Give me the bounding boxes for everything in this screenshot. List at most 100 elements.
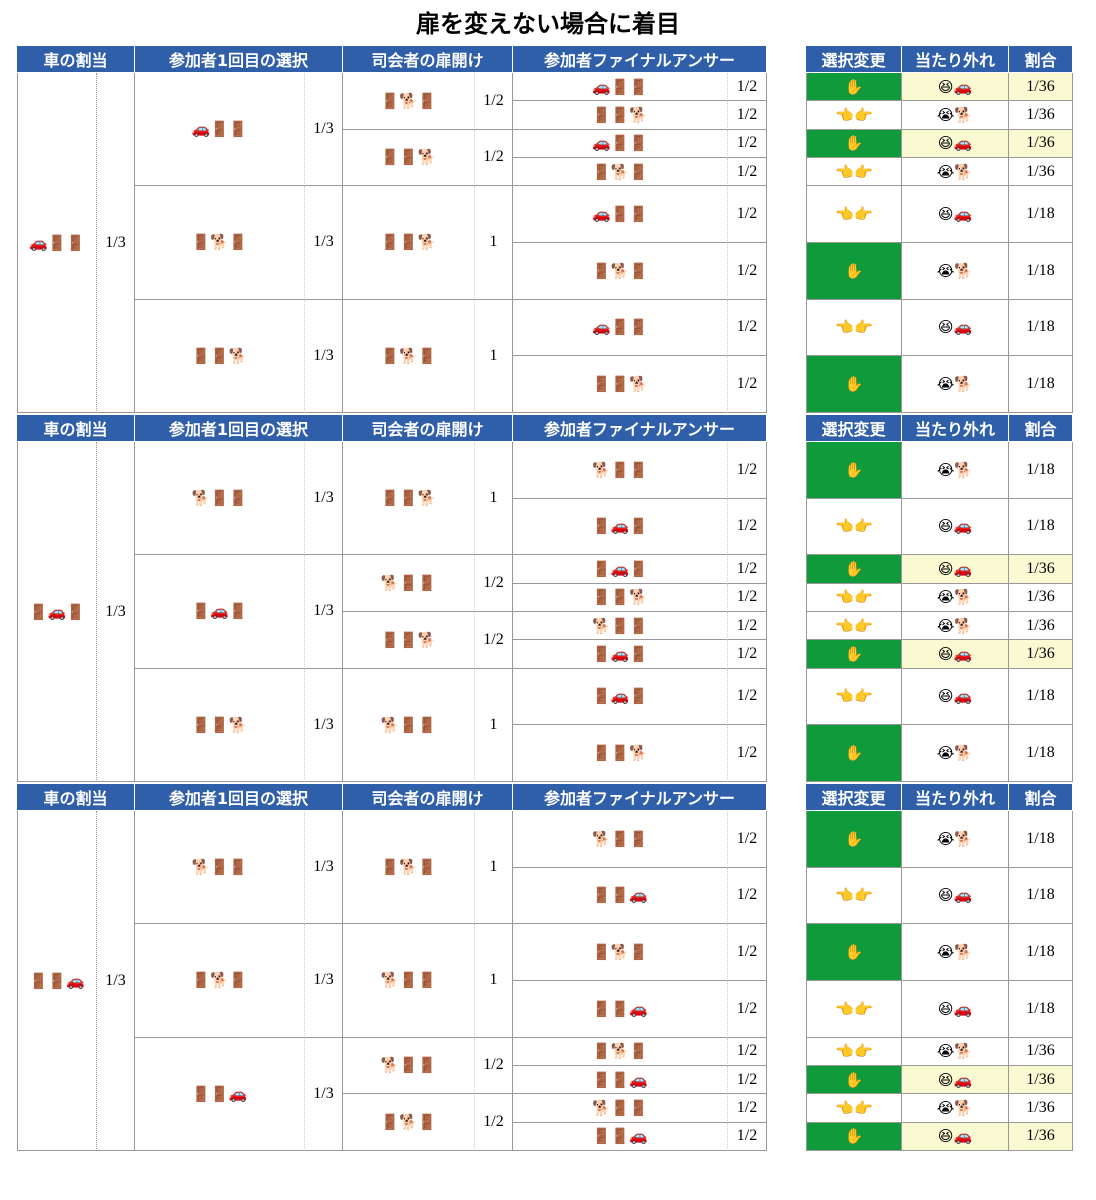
change: ✋ bbox=[806, 1122, 902, 1151]
first-choice: 🐕🚪🚪 bbox=[135, 442, 305, 556]
host-open: 🐕🚪🚪 bbox=[343, 555, 475, 612]
result: 😭🐕 bbox=[902, 243, 1009, 300]
probability: 1/2 bbox=[475, 1037, 513, 1095]
probability: 1/2 bbox=[728, 640, 767, 669]
final-answer: 🚪🚪🐕 bbox=[513, 101, 728, 130]
change: ✋ bbox=[806, 811, 902, 868]
probability: 1/2 bbox=[728, 73, 767, 102]
ratio: 1/36 bbox=[1009, 1037, 1073, 1066]
final-answer: 🚗🚪🚪 bbox=[513, 73, 728, 102]
first-choice: 🚪🚪🐕 bbox=[135, 668, 305, 782]
final-answer: 🚪🚗🚪 bbox=[513, 555, 728, 584]
probability: 1/2 bbox=[728, 811, 767, 868]
change: 👈👉 bbox=[806, 583, 902, 612]
result: 😭🐕 bbox=[902, 1037, 1009, 1066]
probability: 1 bbox=[475, 442, 513, 556]
probability: 1/2 bbox=[728, 725, 767, 782]
header-cell: 参加者ファイナルアンサー bbox=[513, 784, 767, 811]
result: 😆🚗 bbox=[902, 129, 1009, 158]
probability: 1/3 bbox=[97, 73, 135, 413]
result: 😭🐕 bbox=[902, 725, 1009, 782]
probability: 1/2 bbox=[728, 867, 767, 925]
probability: 1 bbox=[475, 186, 513, 300]
probability: 1/2 bbox=[728, 243, 767, 300]
change: ✋ bbox=[806, 73, 902, 102]
final-answer: 🚪🚪🐕 bbox=[513, 725, 728, 782]
probability: 1/2 bbox=[728, 668, 767, 726]
first-choice: 🚪🚪🐕 bbox=[135, 299, 305, 413]
final-answer: 🐕🚪🚪 bbox=[513, 811, 728, 868]
first-choice: 🚪🐕🚪 bbox=[135, 186, 305, 300]
change: 👈👉 bbox=[806, 1037, 902, 1066]
host-open: 🚪🐕🚪 bbox=[343, 811, 475, 925]
final-answer: 🚪🚪🐕 bbox=[513, 356, 728, 413]
probability: 1/3 bbox=[97, 442, 135, 782]
header-cell: 参加者1回目の選択 bbox=[135, 415, 343, 442]
probability: 1/3 bbox=[305, 442, 343, 556]
ratio: 1/18 bbox=[1009, 668, 1073, 726]
final-answer: 🚪🚪🚗 bbox=[513, 867, 728, 925]
probability: 1/3 bbox=[305, 924, 343, 1038]
final-answer: 🚗🚪🚪 bbox=[513, 186, 728, 243]
ratio: 1/18 bbox=[1009, 299, 1073, 357]
ratio: 1/18 bbox=[1009, 356, 1073, 413]
probability: 1 bbox=[475, 811, 513, 925]
change: ✋ bbox=[806, 442, 902, 499]
ratio: 1/18 bbox=[1009, 498, 1073, 556]
probability: 1/2 bbox=[475, 1094, 513, 1151]
result: 😆🚗 bbox=[902, 186, 1009, 243]
ratio: 1/18 bbox=[1009, 924, 1073, 981]
placement: 🚪🚗🚪 bbox=[17, 442, 97, 782]
header-cell: 参加者ファイナルアンサー bbox=[513, 46, 767, 73]
probability: 1/3 bbox=[97, 811, 135, 1151]
header-cell: 参加者1回目の選択 bbox=[135, 46, 343, 73]
ratio: 1/18 bbox=[1009, 186, 1073, 243]
result: 😭🐕 bbox=[902, 924, 1009, 981]
host-open: 🚪🚪🐕 bbox=[343, 612, 475, 669]
final-answer: 🐕🚪🚪 bbox=[513, 442, 728, 499]
header-cell: 司会者の扉開け bbox=[343, 46, 513, 73]
result: 😆🚗 bbox=[902, 640, 1009, 669]
result: 😆🚗 bbox=[902, 498, 1009, 556]
probability: 1/2 bbox=[475, 73, 513, 130]
result: 😆🚗 bbox=[902, 1066, 1009, 1095]
change: 👈👉 bbox=[806, 867, 902, 925]
title: 扉を変えない場合に着目 bbox=[416, 10, 680, 38]
probability: 1/3 bbox=[305, 555, 343, 669]
probability: 1/2 bbox=[728, 1094, 767, 1123]
first-choice: 🚪🐕🚪 bbox=[135, 924, 305, 1038]
change: 👈👉 bbox=[806, 612, 902, 641]
probability: 1/2 bbox=[475, 555, 513, 612]
header-cell: 車の割当 bbox=[17, 784, 135, 811]
ratio: 1/36 bbox=[1009, 1122, 1073, 1151]
host-open: 🐕🚪🚪 bbox=[343, 1037, 475, 1095]
change: 👈👉 bbox=[806, 668, 902, 726]
header-cell: 参加者ファイナルアンサー bbox=[513, 415, 767, 442]
header-cell: 当たり外れ bbox=[902, 46, 1009, 73]
host-open: 🚪🐕🚪 bbox=[343, 299, 475, 413]
result: 😆🚗 bbox=[902, 668, 1009, 726]
host-open: 🚪🚪🐕 bbox=[343, 442, 475, 556]
header-cell: 車の割当 bbox=[17, 46, 135, 73]
ratio: 1/36 bbox=[1009, 129, 1073, 158]
final-answer: 🚪🐕🚪 bbox=[513, 1037, 728, 1066]
change: ✋ bbox=[806, 924, 902, 981]
header-cell: 選択変更 bbox=[806, 415, 902, 442]
header-cell: 司会者の扉開け bbox=[343, 784, 513, 811]
probability: 1/2 bbox=[728, 612, 767, 641]
probability: 1/2 bbox=[728, 158, 767, 187]
change: ✋ bbox=[806, 725, 902, 782]
probability: 1/3 bbox=[305, 73, 343, 187]
ratio: 1/18 bbox=[1009, 725, 1073, 782]
ratio: 1/36 bbox=[1009, 73, 1073, 102]
change: ✋ bbox=[806, 640, 902, 669]
host-open: 🐕🚪🚪 bbox=[343, 668, 475, 782]
change: ✋ bbox=[806, 129, 902, 158]
ratio: 1/36 bbox=[1009, 555, 1073, 584]
result: 😆🚗 bbox=[902, 555, 1009, 584]
header-cell: 参加者1回目の選択 bbox=[135, 784, 343, 811]
result: 😭🐕 bbox=[902, 442, 1009, 499]
ratio: 1/36 bbox=[1009, 640, 1073, 669]
probability: 1/2 bbox=[728, 498, 767, 556]
